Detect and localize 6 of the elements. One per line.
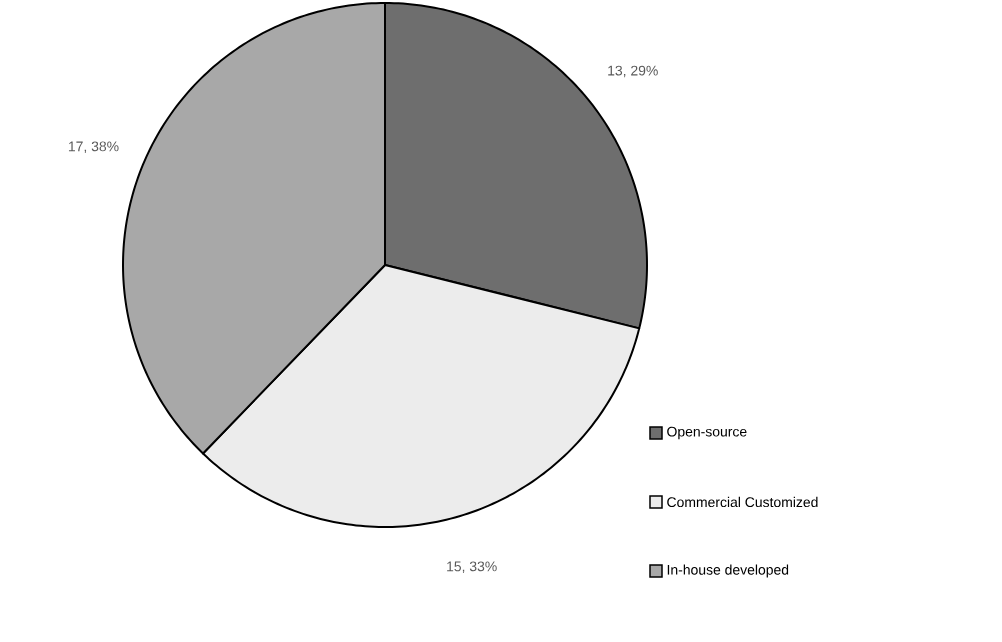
legend-label: In-house developed <box>667 564 789 578</box>
data-label: 15, 33% <box>447 561 497 573</box>
legend-label: Commercial Customized <box>667 496 818 508</box>
legend-label: Open-source <box>667 426 747 440</box>
data-label: 13, 29% <box>608 65 658 78</box>
data-label: 17, 38% <box>68 141 119 153</box>
